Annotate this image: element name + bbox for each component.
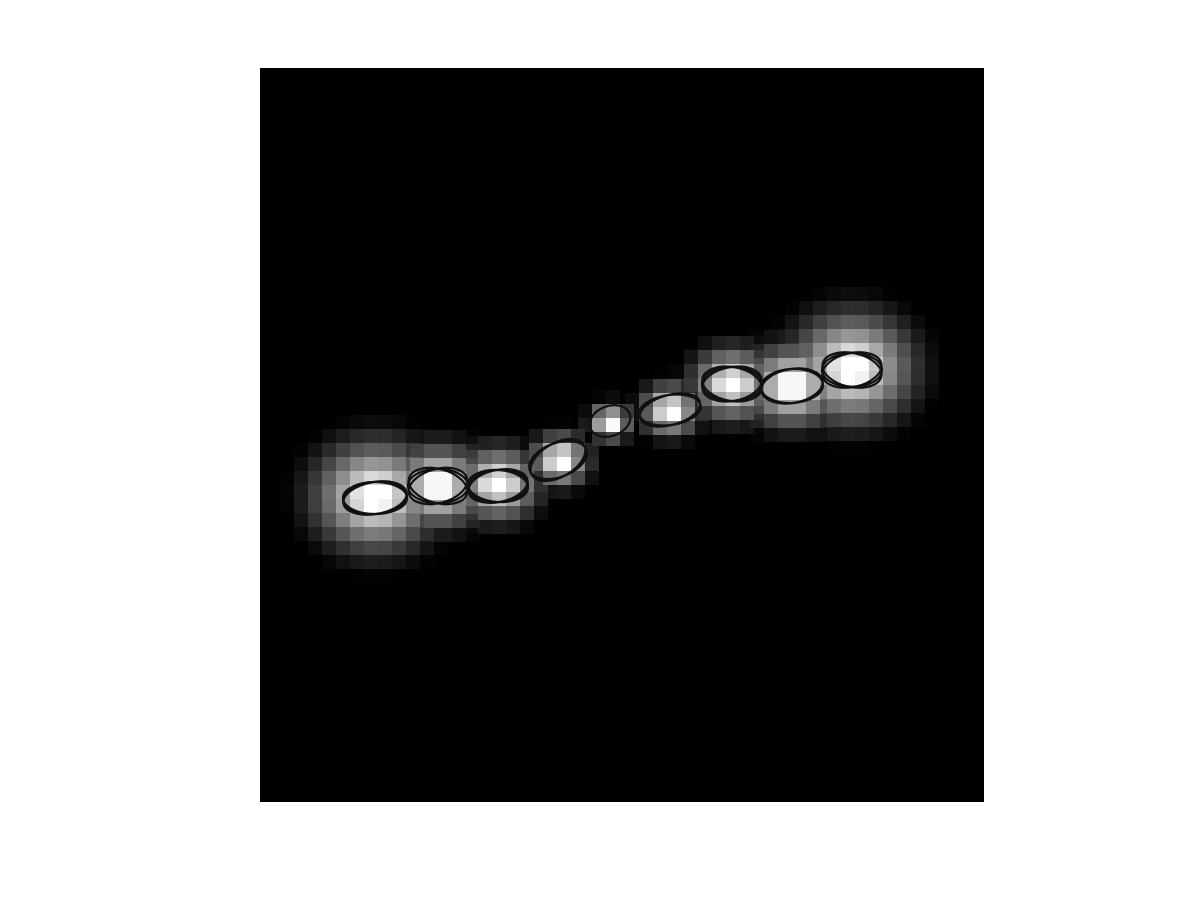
ellipse-fit-group: [528, 437, 588, 483]
ellipse-fit: [407, 466, 469, 506]
ellipse-fit-group: [341, 480, 409, 516]
image-canvas: [260, 68, 984, 802]
intensity-blob: [757, 287, 953, 455]
ellipse-fit: [341, 480, 409, 516]
ellipse-fits: [341, 351, 884, 516]
ellipse-fit: [528, 438, 588, 482]
ellipse-fit: [638, 393, 702, 427]
ellipse-fit-group: [588, 404, 632, 438]
ellipse-fit: [821, 351, 883, 389]
ellipse-fit: [588, 404, 632, 438]
ellipse-fit: [759, 367, 825, 405]
ellipse-fit-group: [820, 351, 884, 389]
grayscale-image-axes: [260, 68, 984, 802]
ellipse-fit-group: [759, 367, 825, 405]
ellipse-fit-group: [638, 392, 702, 428]
intensity-blobs: [280, 287, 953, 583]
ellipse-fit-group: [466, 468, 530, 504]
ellipse-fit: [466, 468, 530, 504]
